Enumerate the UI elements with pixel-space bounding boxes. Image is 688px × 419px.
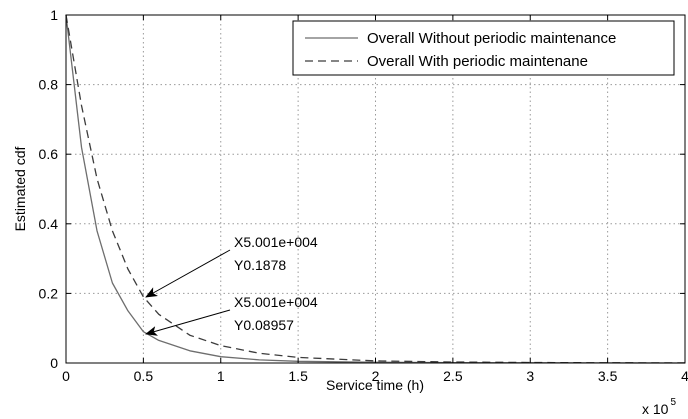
annotation-arrow: [145, 249, 231, 298]
x-tick-label: 1: [217, 368, 225, 384]
y-tick-label: 0.4: [39, 216, 59, 232]
x-axis-label: Service time (h): [326, 377, 424, 393]
annotation-arrow: [145, 309, 231, 336]
legend-label-without: Overall Without periodic maintenance: [367, 30, 616, 47]
legend-label-with: Overall With periodic maintenane: [367, 53, 588, 70]
series-line-with-maintenance: [65, 14, 686, 364]
y-axis-label: Estimated cdf: [12, 146, 28, 231]
x-tick-label: 3: [526, 368, 534, 384]
x-tick-label: 2: [372, 368, 380, 384]
ticks: 0 0.5 1 1.5 2 2.5 3 3.5 4 0 0.2 0.4 0.6 0.8 1: [39, 7, 688, 384]
x-tick-label: 3.5: [598, 368, 618, 384]
y-tick-label: 1: [50, 7, 58, 23]
annotation-with-maintenance: X5.001e+004 Y0.1878: [145, 234, 318, 298]
annotation-y-value: Y0.08957: [234, 317, 294, 333]
y-tick-label: 0.2: [39, 285, 59, 301]
annotation-y-value: Y0.1878: [234, 257, 286, 273]
y-tick-label: 0.8: [39, 77, 59, 93]
legend-box: [292, 20, 675, 76]
x-tick-label: 4: [681, 368, 688, 384]
y-tick-label: 0.6: [39, 146, 59, 162]
annotation-without-maintenance: X5.001e+004 Y0.08957: [145, 294, 318, 336]
x-tick-label: 2.5: [443, 368, 463, 384]
x-tick-label: 0: [62, 368, 70, 384]
legend: Overall Without periodic maintenance Ove…: [292, 20, 675, 76]
annotation-x-value: X5.001e+004: [234, 294, 318, 310]
annotation-x-value: X5.001e+004: [234, 234, 318, 250]
x-axis-multiplier: x 10 5: [642, 397, 676, 417]
x-tick-label: 1.5: [288, 368, 308, 384]
y-tick-label: 0: [50, 355, 58, 371]
x-tick-label: 0.5: [134, 368, 154, 384]
